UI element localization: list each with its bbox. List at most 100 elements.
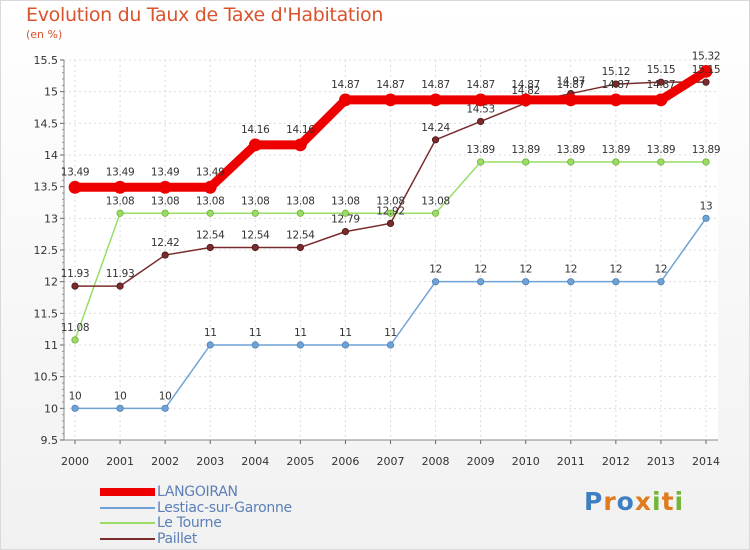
data-label: 14.53 [466, 103, 495, 115]
chart-title: Evolution du Taux de Taxe d'Habitation [26, 4, 384, 26]
data-label: 13.08 [376, 195, 405, 207]
data-point [431, 209, 440, 217]
legend-label: Paillet [157, 531, 198, 547]
y-tick-label: 14.5 [34, 117, 59, 130]
data-point [339, 93, 352, 107]
data-point [431, 278, 440, 286]
data-label: 12.92 [376, 205, 405, 217]
legend-item: Le Tourne [100, 515, 222, 531]
data-point [116, 404, 124, 412]
data-point [113, 180, 127, 194]
legend-label: Le Tourne [157, 515, 222, 531]
legend-swatch [100, 538, 155, 540]
data-label: 14.97 [557, 76, 586, 88]
data-point [161, 209, 169, 217]
data-point [654, 93, 668, 107]
data-label: 13.89 [602, 144, 631, 156]
data-point [71, 282, 79, 290]
data-label: 10 [69, 390, 82, 402]
data-label: 15.12 [602, 66, 631, 78]
data-label: 13.49 [61, 166, 90, 178]
logo-letter: P [584, 487, 604, 516]
data-point [161, 251, 169, 259]
data-label: 11 [249, 327, 262, 339]
logo-letter: t [661, 487, 675, 516]
data-point [429, 93, 442, 107]
legend-item: Lestiac-sur-Garonne [100, 500, 292, 516]
data-label: 13.49 [106, 166, 135, 178]
data-point [567, 158, 575, 166]
data-point [702, 158, 710, 166]
x-tick-label: 2008 [422, 455, 450, 468]
x-tick-label: 2003 [196, 455, 224, 468]
data-label: 14.24 [421, 122, 450, 134]
data-label: 13.89 [647, 144, 676, 156]
data-point [477, 117, 485, 126]
data-point [431, 136, 440, 144]
data-label: 14.87 [511, 79, 540, 91]
data-point [293, 138, 307, 152]
data-point [386, 341, 395, 349]
data-point [341, 209, 350, 217]
data-point [116, 282, 124, 290]
legend-swatch [100, 488, 155, 496]
data-label: 13.89 [692, 144, 721, 156]
y-tick-label: 15.5 [34, 54, 59, 67]
data-point [477, 158, 485, 166]
logo-letter: i [652, 487, 662, 516]
data-label: 10 [159, 390, 172, 402]
x-tick-label: 2013 [647, 455, 675, 468]
x-tick-label: 2009 [467, 455, 495, 468]
x-tick-label: 2006 [331, 455, 359, 468]
data-label: 13.49 [196, 166, 225, 178]
data-label: 12.79 [331, 214, 360, 226]
y-tick-label: 13.5 [34, 181, 59, 194]
data-label: 14.87 [376, 79, 405, 91]
data-label: 15.15 [692, 64, 721, 76]
data-label: 13 [700, 200, 713, 212]
data-label: 12.42 [151, 237, 180, 249]
data-label: 14.87 [557, 79, 586, 91]
x-tick-label: 2000 [61, 455, 89, 468]
data-point [341, 341, 350, 349]
data-label: 14.87 [647, 79, 676, 91]
data-label: 11 [204, 327, 217, 339]
x-tick-label: 2011 [557, 455, 585, 468]
data-label: 11 [294, 327, 307, 339]
y-tick-label: 12 [44, 276, 58, 289]
x-tick-label: 2004 [241, 455, 269, 468]
data-point [251, 243, 259, 252]
data-point [474, 93, 488, 107]
data-point [657, 158, 665, 166]
data-label: 14.87 [602, 79, 631, 91]
data-label: 12 [564, 264, 577, 276]
data-label: 10 [114, 390, 127, 402]
data-point [71, 404, 79, 412]
data-label: 12 [474, 264, 487, 276]
data-label: 15.32 [692, 50, 721, 62]
y-tick-label: 10.5 [34, 371, 59, 384]
data-point [68, 180, 82, 194]
data-point [522, 158, 530, 166]
logo-letter: r [603, 487, 617, 516]
data-label: 14.16 [241, 124, 270, 136]
data-point [702, 78, 710, 86]
data-point [477, 278, 485, 286]
data-label: 13.89 [511, 144, 540, 156]
data-label: 13.89 [557, 144, 586, 156]
logo-letter: i [674, 487, 685, 516]
legend-item: Paillet [100, 531, 197, 547]
y-tick-label: 11 [44, 339, 58, 352]
data-point [206, 209, 214, 217]
data-point [567, 278, 575, 286]
x-tick-label: 2012 [602, 455, 630, 468]
data-point [158, 180, 172, 194]
data-label: 13.08 [241, 195, 270, 207]
data-point [564, 93, 578, 107]
y-tick-label: 13 [44, 212, 58, 225]
data-point [206, 341, 214, 349]
y-tick-label: 14 [44, 149, 58, 162]
data-label: 11.93 [106, 268, 135, 280]
data-point [384, 93, 397, 107]
